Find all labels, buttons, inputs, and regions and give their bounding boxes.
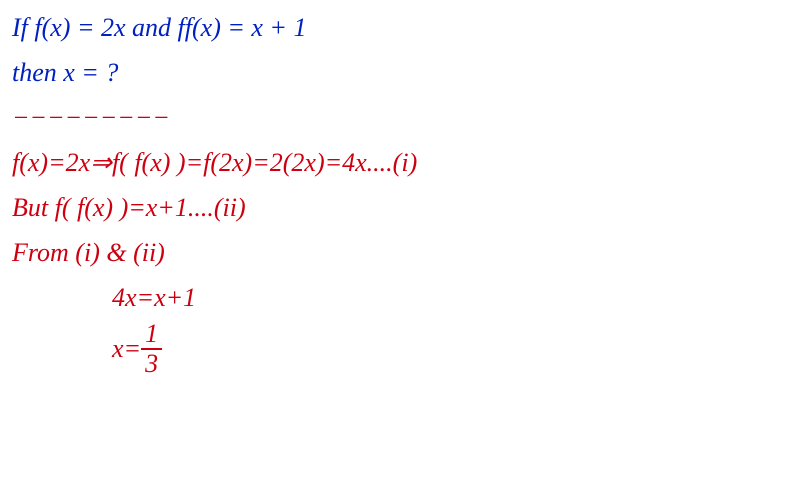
fraction-numerator: 1 bbox=[141, 321, 162, 350]
solution-step-1: f(x)=2x⇒f( f(x) )=f(2x)=2(2x)=4x....(i) bbox=[12, 143, 788, 182]
separator-line: −−−−−−−−− bbox=[12, 98, 788, 137]
problem-line-1: If f(x) = 2x and ff(x) = x + 1 bbox=[12, 8, 788, 47]
fraction-denominator: 3 bbox=[141, 350, 162, 377]
problem-line-2: then x = ? bbox=[12, 53, 788, 92]
fraction: 13 bbox=[141, 321, 162, 377]
solution-answer: x=13 bbox=[12, 323, 788, 379]
solution-step-3: From (i) & (ii) bbox=[12, 233, 788, 272]
solution-step-2: But f( f(x) )=x+1....(ii) bbox=[12, 188, 788, 227]
answer-prefix: x= bbox=[112, 334, 141, 363]
solution-step-4: 4x=x+1 bbox=[12, 278, 788, 317]
